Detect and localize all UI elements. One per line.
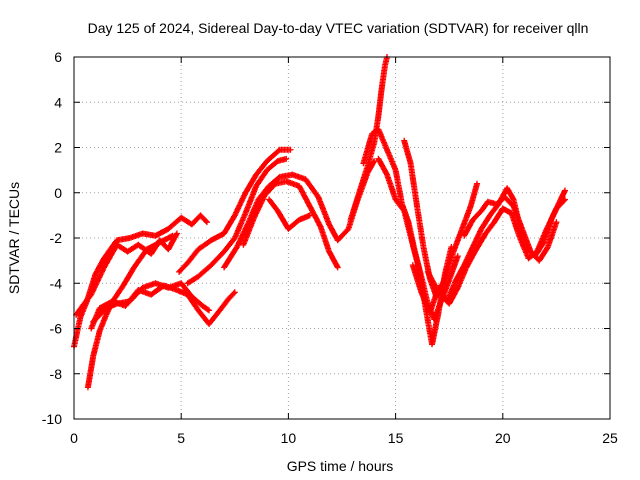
series-arc-6 — [176, 146, 294, 275]
y-axis-label: SDTVAR / TECUs — [6, 182, 22, 294]
x-axis-label: GPS time / hours — [287, 458, 394, 474]
y-tick-label: -10 — [42, 411, 62, 427]
y-tick-label: -6 — [50, 321, 63, 337]
series-markers — [240, 178, 341, 271]
x-tick-label: 0 — [70, 430, 78, 446]
y-tick-label: 0 — [54, 185, 62, 201]
series-markers — [176, 146, 294, 275]
x-tick-label: 10 — [281, 430, 297, 446]
series-arc-9 — [240, 178, 341, 271]
axis-ticks: 0 5 10 15 20 25 -10 -8 -6 -4 -2 0 2 4 6 — [42, 49, 618, 446]
series-markers — [266, 196, 313, 232]
series-arc-14 — [401, 137, 481, 300]
x-tick-label: 20 — [495, 430, 511, 446]
y-tick-label: 6 — [54, 49, 62, 65]
series-arc-5 — [90, 280, 213, 325]
series-markers — [90, 280, 213, 325]
y-tick-label: 2 — [54, 140, 62, 156]
series-arc-10 — [266, 196, 313, 232]
data-series — [71, 54, 568, 391]
series-arc-7 — [184, 155, 290, 287]
series-markers — [461, 194, 560, 264]
y-tick-label: 4 — [54, 94, 62, 110]
y-tick-label: -2 — [50, 230, 63, 246]
y-tick-label: -4 — [50, 275, 63, 291]
chart-title: Day 125 of 2024, Sidereal Day-to-day VTE… — [88, 20, 589, 36]
x-tick-label: 15 — [388, 430, 404, 446]
x-tick-label: 25 — [602, 430, 618, 446]
series-markers — [184, 155, 290, 287]
series-markers — [401, 137, 481, 300]
y-tick-label: -8 — [50, 366, 63, 382]
x-tick-label: 5 — [177, 430, 185, 446]
series-arc-17 — [461, 194, 560, 264]
